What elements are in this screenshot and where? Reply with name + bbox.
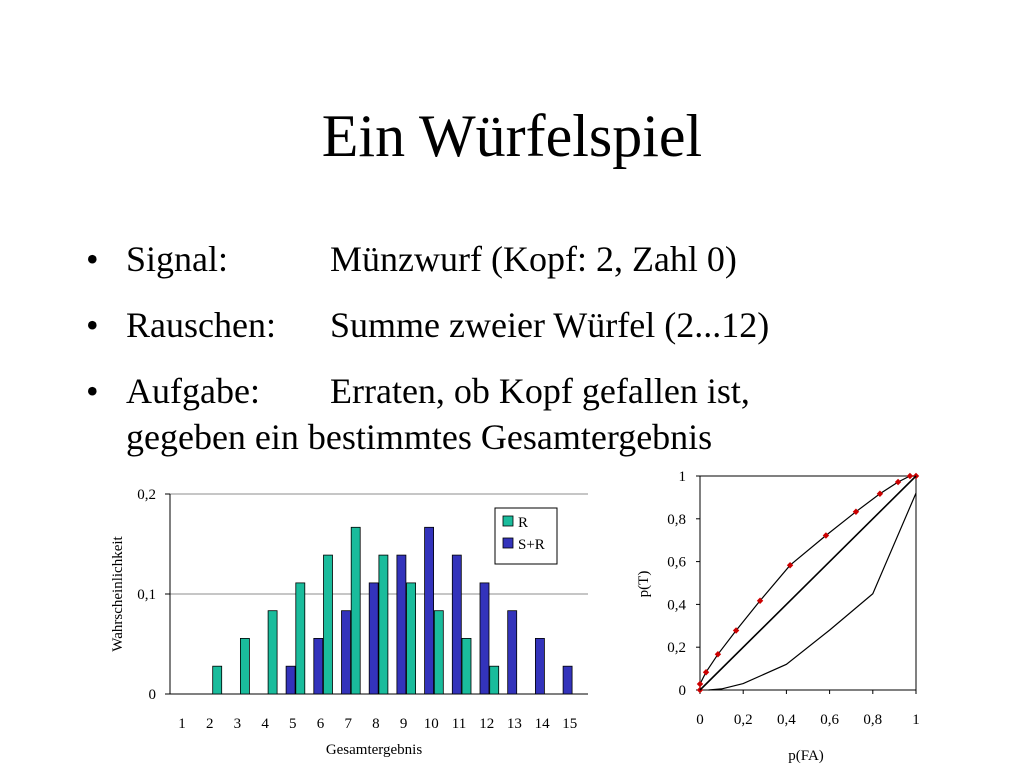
slide-title: Ein Würfelspiel [321,103,703,169]
bullet-label-rauschen: Rauschen: [126,305,276,345]
legend-box [494,507,558,565]
y-tick-label: 0,4 [667,597,686,613]
x-tick-label: 3 [234,716,242,732]
bullet-label-signal: Signal: [126,239,229,279]
roc-point [894,478,902,486]
roc-line-1 [699,475,917,691]
bullet-marker: • [86,371,99,411]
bar-R [350,526,361,695]
bullet-text-rauschen: Summe zweier Würfel (2...12) [330,305,770,345]
x-tick-label: 7 [344,716,352,732]
bullet-label-aufgabe: Aufgabe: [126,371,260,411]
bar-S+R [313,637,324,695]
bar-S+R [341,610,351,695]
bullet-marker: • [86,239,99,279]
x-tick-label: 10 [424,716,439,732]
y-tick-label: 0,6 [667,555,686,571]
x-tick-label: 15 [562,716,577,732]
bar-R [239,637,250,695]
x-tick-label: 0 [696,712,704,728]
x-axis-label: Gesamtergebnis [326,742,423,758]
x-tick-label: 0,8 [863,712,882,728]
bar-R [433,610,444,695]
x-tick-label: 1 [912,712,920,728]
x-tick-label: 12 [479,716,494,732]
y-tick-label: 0,8 [667,512,686,528]
y-axis-label: Wahrscheinlichkeit [110,535,126,651]
x-tick-label: 11 [452,716,466,732]
x-tick-label: 8 [372,716,380,732]
bar-R [295,582,306,695]
x-tick-label: 0,4 [777,712,796,728]
y-tick-label: 0,2 [137,487,156,503]
x-tick-label: 14 [535,716,551,732]
x-axis-label: p(FA) [788,748,824,764]
x-tick-label: 5 [289,716,297,732]
bar-R [461,637,472,695]
roc-point [696,680,704,688]
roc-chart: 00 0,2 0,2 0,4 0,4 0,6 0,6 0,8 0,8 1 1 p(FA) p(T) [636,469,920,764]
roc-point [876,490,884,497]
bullet-text-aufgabe-line2: gegeben ein bestimmtes Gesamtergebnis [126,417,713,457]
roc-line-2 [708,492,917,691]
bar-S+R [368,582,379,695]
bar-chart: 00,10,21 2 3 4 5 6 7 8 9 10 11 12 13 14 15Gesamtergebn… [110,487,588,758]
x-tick-label: 9 [400,716,408,732]
y-tick-label: 0,2 [667,640,686,656]
y-tick-label: 0 [149,687,157,703]
bullet-text-aufgabe: Erraten, ob Kopf gefallen ist, [330,371,750,411]
legend-swatch [502,515,514,527]
legend-swatch [502,537,514,549]
roc-point [906,472,914,480]
y-tick-label: 0 [679,683,687,699]
bar-S+R [451,554,462,695]
x-tick-label: 0,2 [734,712,753,728]
bar-R [406,582,417,695]
roc-point [702,669,710,676]
x-tick-label: 2 [206,716,214,732]
y-tick-label: 0,1 [137,587,156,603]
x-tick-label: 1 [178,716,186,732]
x-tick-label: 0,6 [820,712,839,728]
bar-S+R [424,526,435,695]
bar-R [267,610,278,695]
bar-R [378,554,389,695]
bar-S+R [562,665,573,695]
bar-S+R [396,554,407,695]
x-tick-label: 13 [507,716,522,732]
x-tick-label: 4 [261,716,269,732]
legend: R S+R [494,507,558,565]
legend-label: S+R [518,537,545,553]
bullet-marker: • [86,305,99,345]
bar-R [489,665,500,695]
x-tick-label: 6 [317,716,325,732]
y-tick-label: 1 [679,469,687,485]
bar-S+R [479,582,490,695]
legend-label: R [518,515,528,531]
plot-frame [699,475,917,691]
bullet-text-signal: Münzwurf (Kopf: 2, Zahl 0) [330,239,737,279]
y-axis-label: p(T) [636,571,652,598]
bar-R [323,554,333,695]
bar-S+R [507,610,518,695]
bar-S+R [534,637,545,695]
bar-R [212,665,223,695]
bar-S+R [285,665,296,695]
